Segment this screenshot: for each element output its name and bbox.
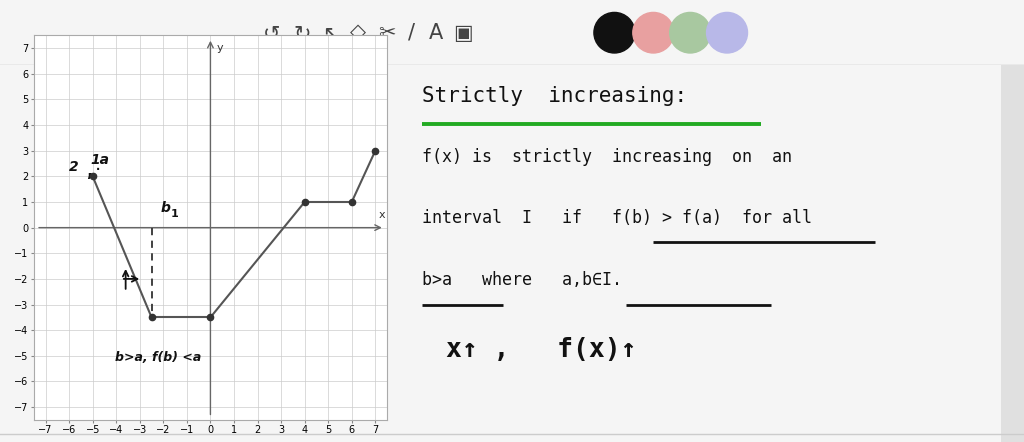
Text: ↻: ↻ (293, 23, 311, 43)
Text: 2: 2 (69, 160, 79, 174)
Text: y: y (216, 43, 223, 53)
Ellipse shape (707, 12, 748, 53)
Ellipse shape (594, 12, 635, 53)
Ellipse shape (670, 12, 711, 53)
Text: f(x) is  strictly  increasing  on  an: f(x) is strictly increasing on an (423, 148, 793, 166)
Text: x: x (379, 210, 386, 220)
Text: b>a   where   a,b∈I.: b>a where a,b∈I. (423, 271, 623, 289)
Text: ↖: ↖ (322, 23, 340, 43)
Text: b: b (161, 201, 171, 215)
Text: x↑ ,   f(x)↑: x↑ , f(x)↑ (446, 336, 637, 362)
Text: b>a, f(b) <a: b>a, f(b) <a (116, 351, 202, 364)
Text: 1: 1 (170, 210, 178, 219)
Text: 1a: 1a (90, 152, 110, 167)
Text: ·: · (95, 161, 101, 180)
Text: A: A (429, 23, 443, 43)
Bar (1001, 65, 1024, 442)
Text: interval  I   if   f(b) > f(a)  for all: interval I if f(b) > f(a) for all (423, 209, 812, 226)
Ellipse shape (633, 12, 674, 53)
Text: Strictly  increasing:: Strictly increasing: (423, 86, 687, 106)
Text: ↺: ↺ (262, 23, 281, 43)
Text: ▣: ▣ (453, 23, 473, 43)
Text: ◇: ◇ (350, 23, 367, 43)
Text: ,: , (86, 162, 92, 180)
Text: ✂: ✂ (378, 23, 396, 43)
Text: /: / (409, 23, 415, 43)
